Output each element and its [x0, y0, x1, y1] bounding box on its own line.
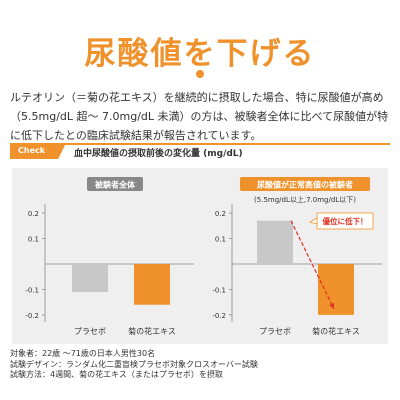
- y-tick-label: -0.2: [25, 312, 39, 320]
- check-header: Check 血中尿酸値の摂取前後の変化量 (mg/dL): [10, 143, 390, 163]
- x-tick-label: 菊の花エキス: [312, 326, 360, 336]
- y-tick-label: 0.1: [215, 236, 226, 244]
- x-tick-label: プラセボ: [74, 327, 106, 336]
- footer-method: 試験方法：4週間、菊の花エキス（またはプラセボ）を摂取: [10, 370, 223, 379]
- bar-placebo: [72, 264, 108, 292]
- chart-subtitle: (5.5mg/dL以上,7.0mg/dL以下): [254, 195, 356, 204]
- chart-title: 尿酸値が正常高値の被験者: [257, 180, 353, 190]
- y-tick-label: 0.2: [28, 210, 39, 218]
- y-tick-label: 0.1: [28, 236, 39, 244]
- footer-design: 試験デザイン：ランダム化二重盲検プラセボ対象クロスオーバー試験: [10, 359, 258, 369]
- callout-text: 優位に低下！: [322, 216, 368, 226]
- footer-subjects: 対象者：22歳 ～71歳の日本人男性30名: [10, 349, 156, 358]
- decrease-arrow-head: [329, 302, 334, 309]
- chart-panels: 被験者全体 0.2 0.1 -0.1 -0.2 プラセボ 菊の花エキス 尿酸値が正常高値の被験…: [12, 168, 388, 344]
- x-tick-label: プラセボ: [259, 327, 291, 336]
- charts-svg: 被験者全体 0.2 0.1 -0.1 -0.2 プラセボ 菊の花エキス 尿酸値が正常高値の被験…: [25, 177, 382, 336]
- intro-paragraph: ルテオリン（＝菊の花エキス）を継続的に摂取した場合、特に尿酸値が高め（5.5mg…: [10, 91, 389, 142]
- check-label: 血中尿酸値の摂取前後の変化量 (mg/dL): [74, 149, 243, 159]
- footer-notes: 対象者：22歳 ～71歳の日本人男性30名 試験デザイン：ランダム化二重盲検プラ…: [10, 349, 394, 381]
- bar-placebo: [257, 220, 293, 264]
- chart-title-badge: [240, 177, 370, 191]
- x-tick-label: 菊の花エキス: [128, 326, 176, 336]
- chart-title: 被験者全体: [95, 180, 136, 190]
- check-tag: Check: [10, 143, 66, 159]
- decrease-arrow-line: [290, 220, 335, 310]
- callout-pointer-mask: [317, 218, 319, 224]
- page-title: 尿酸値を下げる: [84, 36, 316, 72]
- bar-extract: [318, 264, 354, 315]
- callout-pointer: [308, 217, 318, 225]
- y-tick-label: 0.2: [215, 210, 226, 218]
- bar-extract: [134, 264, 170, 305]
- y-tick-label: -0.1: [25, 286, 39, 294]
- y-tick-label: -0.2: [212, 312, 226, 320]
- y-tick-label: -0.1: [212, 286, 226, 294]
- title-dot-decoration: [196, 70, 204, 78]
- chart-title-badge: [87, 177, 143, 191]
